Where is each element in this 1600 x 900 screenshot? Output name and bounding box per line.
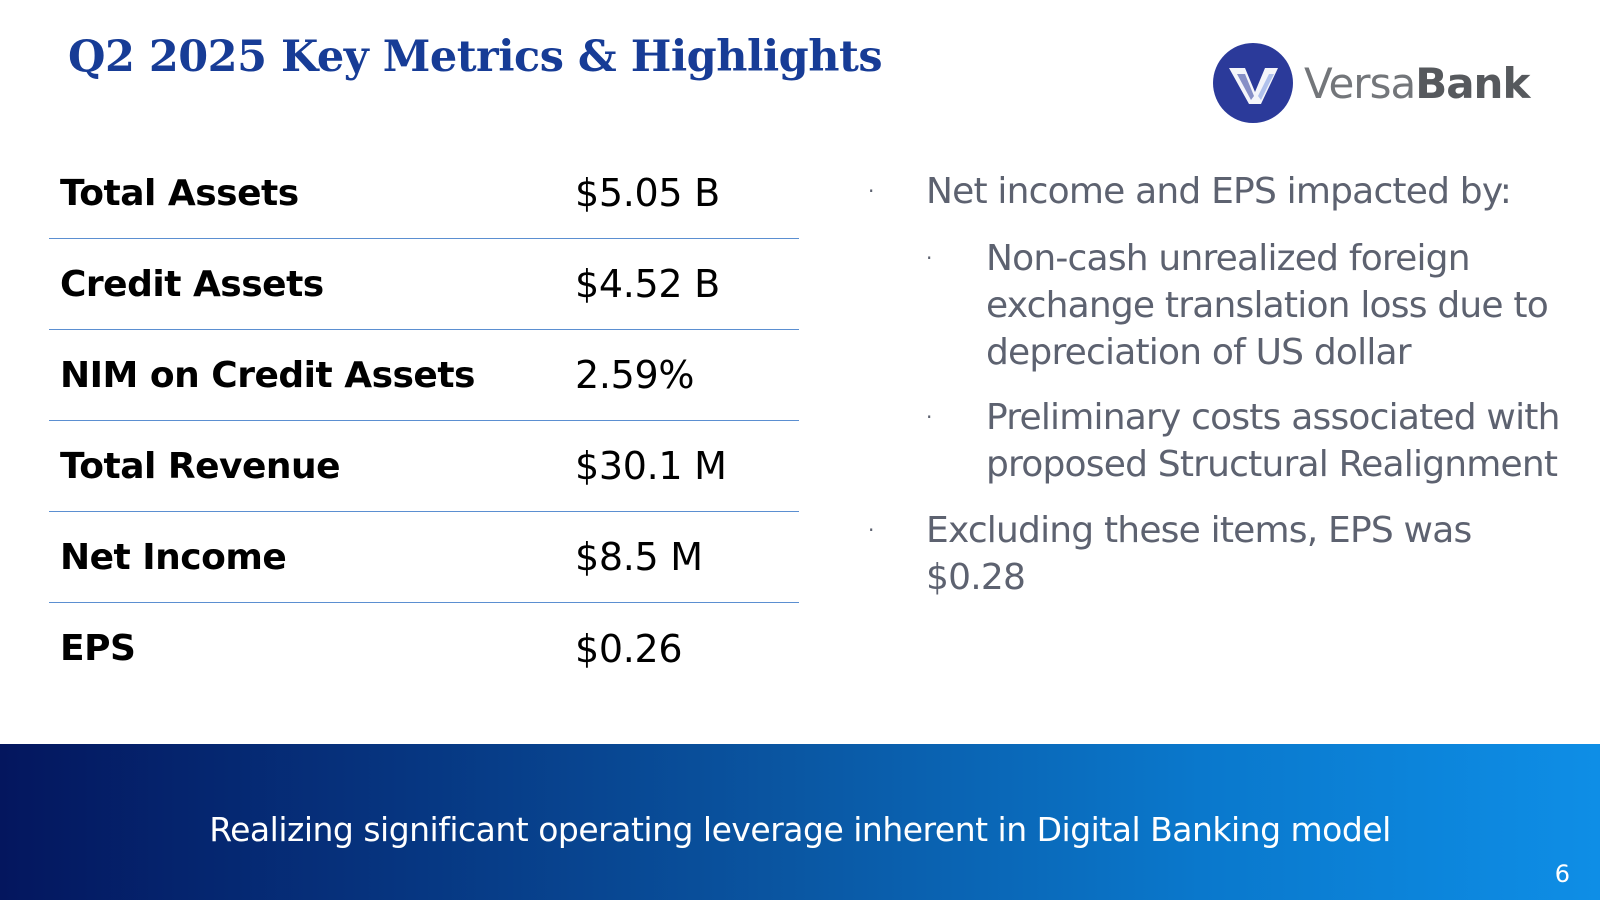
sub-bullet-item: · Preliminary costs associated with prop…: [868, 394, 1568, 488]
versabank-logo-icon: [1213, 43, 1293, 123]
metric-label: Total Assets: [60, 172, 299, 214]
bullet-dot-icon: ·: [868, 179, 874, 203]
metric-value: $30.1 M: [575, 444, 727, 488]
slide-title: Q2 2025 Key Metrics & Highlights: [68, 32, 883, 82]
bullet-item: · Excluding these items, EPS was $0.28: [868, 507, 1568, 601]
metric-label: Credit Assets: [60, 263, 324, 305]
bullet-text: Preliminary costs associated with propos…: [986, 397, 1560, 485]
metric-row: Net Income $8.5 M: [49, 512, 799, 603]
metric-row: Credit Assets $4.52 B: [49, 239, 799, 330]
page-number: 6: [1554, 860, 1570, 888]
highlights-list: · Net income and EPS impacted by: · Non-…: [868, 168, 1568, 601]
metric-label: NIM on Credit Assets: [60, 354, 476, 396]
bullet-text: Non-cash unrealized foreign exchange tra…: [986, 238, 1549, 373]
bullet-text: Net income and EPS impacted by:: [926, 171, 1512, 212]
bullet-dot-icon: ·: [868, 518, 874, 542]
metric-row: Total Assets $5.05 B: [49, 148, 799, 239]
bullet-text: Excluding these items, EPS was $0.28: [926, 510, 1472, 598]
metric-value: 2.59%: [575, 353, 695, 397]
metric-row: Total Revenue $30.1 M: [49, 421, 799, 512]
banner-tagline: Realizing significant operating leverage…: [209, 810, 1391, 849]
bullet-dot-icon: ·: [926, 405, 932, 429]
metric-value: $4.52 B: [575, 262, 720, 306]
footer-banner: Realizing significant operating leverage…: [0, 744, 1600, 900]
metric-label: EPS: [60, 628, 136, 669]
key-metrics-table: Total Assets $5.05 B Credit Assets $4.52…: [49, 148, 799, 694]
metric-row: EPS $0.26: [49, 603, 799, 694]
metric-value: $5.05 B: [575, 171, 720, 215]
sub-bullet-item: · Non-cash unrealized foreign exchange t…: [868, 235, 1568, 376]
metric-label: Total Revenue: [60, 445, 341, 487]
metric-value: $0.26: [575, 626, 683, 671]
logo-wordmark: VersaBank: [1304, 58, 1530, 108]
bullet-dot-icon: ·: [926, 246, 932, 270]
metric-label: Net Income: [60, 536, 287, 578]
metric-row: NIM on Credit Assets 2.59%: [49, 330, 799, 421]
versabank-logo: VersaBank: [1212, 42, 1530, 124]
metric-value: $8.5 M: [575, 535, 703, 579]
bullet-item: · Net income and EPS impacted by:: [868, 168, 1568, 215]
